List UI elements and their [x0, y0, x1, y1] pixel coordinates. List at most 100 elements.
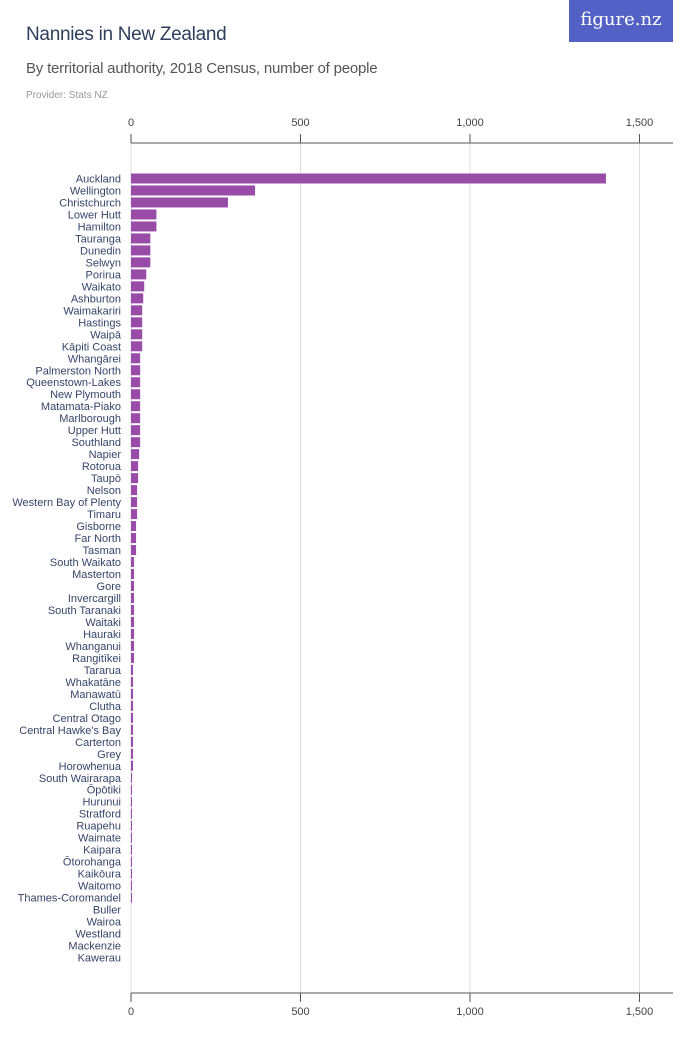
bar: [131, 245, 151, 256]
bar: [131, 736, 134, 747]
bar: [131, 545, 137, 556]
category-label: Wellington: [70, 185, 121, 197]
category-label: Waitaki: [85, 617, 121, 629]
bar: [131, 856, 133, 867]
bar: [131, 688, 134, 699]
category-label: Palmerston North: [35, 365, 121, 377]
bar: [131, 832, 133, 843]
category-label: Queenstown-Lakes: [26, 377, 121, 389]
bar: [131, 485, 138, 496]
category-label: Rangitīkei: [72, 653, 121, 665]
bar: [131, 461, 139, 472]
category-label: Kawerau: [78, 953, 121, 965]
category-label: Kāpiti Coast: [62, 341, 121, 353]
bar: [131, 820, 133, 831]
bar: [131, 521, 137, 532]
bar: [131, 269, 147, 280]
category-label: Selwyn: [86, 257, 121, 269]
category-label: Western Bay of Plenty: [12, 497, 121, 509]
category-label: Marlborough: [59, 413, 121, 425]
category-label: New Plymouth: [50, 389, 121, 401]
bar: [131, 557, 135, 568]
x-tick-label-bottom: 0: [128, 1006, 134, 1018]
bar: [131, 712, 134, 723]
bar: [131, 497, 138, 508]
category-label: Tauranga: [75, 233, 122, 245]
category-label: Waimate: [78, 833, 121, 845]
category-label: Carterton: [75, 737, 121, 749]
bar: [131, 209, 157, 220]
bar: [131, 796, 133, 807]
bar: [131, 784, 133, 795]
bar: [131, 257, 151, 268]
category-label: Manawatū: [70, 689, 121, 701]
category-label: Porirua: [86, 269, 122, 281]
bar: [131, 700, 134, 711]
category-label: Hauraki: [83, 629, 121, 641]
bar: [131, 569, 135, 580]
category-label: Dunedin: [80, 245, 121, 257]
bar: [131, 449, 140, 460]
bar: [131, 473, 139, 484]
x-tick-label-top: 500: [291, 117, 309, 129]
category-label: Whangārei: [68, 353, 121, 365]
x-tick-label-bottom: 1,000: [456, 1006, 484, 1018]
logo-text: figure.nz: [580, 9, 662, 30]
bar: [131, 293, 144, 304]
category-label: Ashburton: [71, 293, 121, 305]
bar: [131, 509, 138, 520]
category-label: Whakatāne: [65, 677, 121, 689]
category-label: Tararua: [84, 665, 122, 677]
category-label: Timaru: [87, 509, 121, 521]
category-label: Gisborne: [76, 521, 121, 533]
x-tick-label-top: 1,500: [626, 117, 654, 129]
bar: [131, 628, 135, 639]
category-label: South Wairarapa: [39, 773, 122, 785]
bar: [131, 305, 143, 316]
bar: [131, 437, 141, 448]
bar: [131, 317, 143, 328]
bar: [131, 604, 135, 615]
bar: [131, 377, 141, 388]
category-label: Hastings: [78, 317, 121, 329]
category-label: Kaipara: [83, 845, 122, 857]
bar: [131, 185, 256, 196]
x-tick-label-top: 1,000: [456, 117, 484, 129]
category-label: Waikato: [82, 281, 121, 293]
bar: [131, 580, 135, 591]
category-label: Nelson: [87, 485, 121, 497]
category-label: Far North: [75, 533, 121, 545]
bar: [131, 413, 141, 424]
figure-nz-logo[interactable]: figure.nz: [569, 0, 673, 42]
bar: [131, 760, 134, 771]
bar: [131, 724, 134, 735]
bar: [131, 353, 141, 364]
category-label: South Taranaki: [48, 605, 121, 617]
category-label: Mackenzie: [68, 941, 121, 953]
category-label: Wairoa: [87, 917, 122, 929]
bar: [131, 868, 133, 879]
category-label: Stratford: [79, 809, 121, 821]
bar: [131, 640, 135, 651]
bar: [131, 173, 606, 184]
bar: [131, 389, 141, 400]
bar: [131, 844, 133, 855]
category-label: Hurunui: [82, 797, 121, 809]
bar: [131, 365, 141, 376]
bar: [131, 652, 135, 663]
category-label: Auckland: [76, 174, 121, 186]
chart-subtitle: By territorial authority, 2018 Census, n…: [26, 60, 378, 77]
category-label: Waipā: [90, 329, 122, 341]
bar: [131, 425, 141, 436]
category-label: Taupō: [91, 473, 121, 485]
category-label: Gore: [97, 581, 121, 593]
category-label: Invercargill: [68, 593, 121, 605]
bar: [131, 281, 145, 292]
bar: [131, 880, 133, 891]
category-label: Rotorua: [82, 461, 122, 473]
bar: [131, 221, 157, 232]
category-label: Masterton: [72, 569, 121, 581]
chart-title: Nannies in New Zealand: [26, 24, 227, 45]
bar: [131, 592, 135, 603]
